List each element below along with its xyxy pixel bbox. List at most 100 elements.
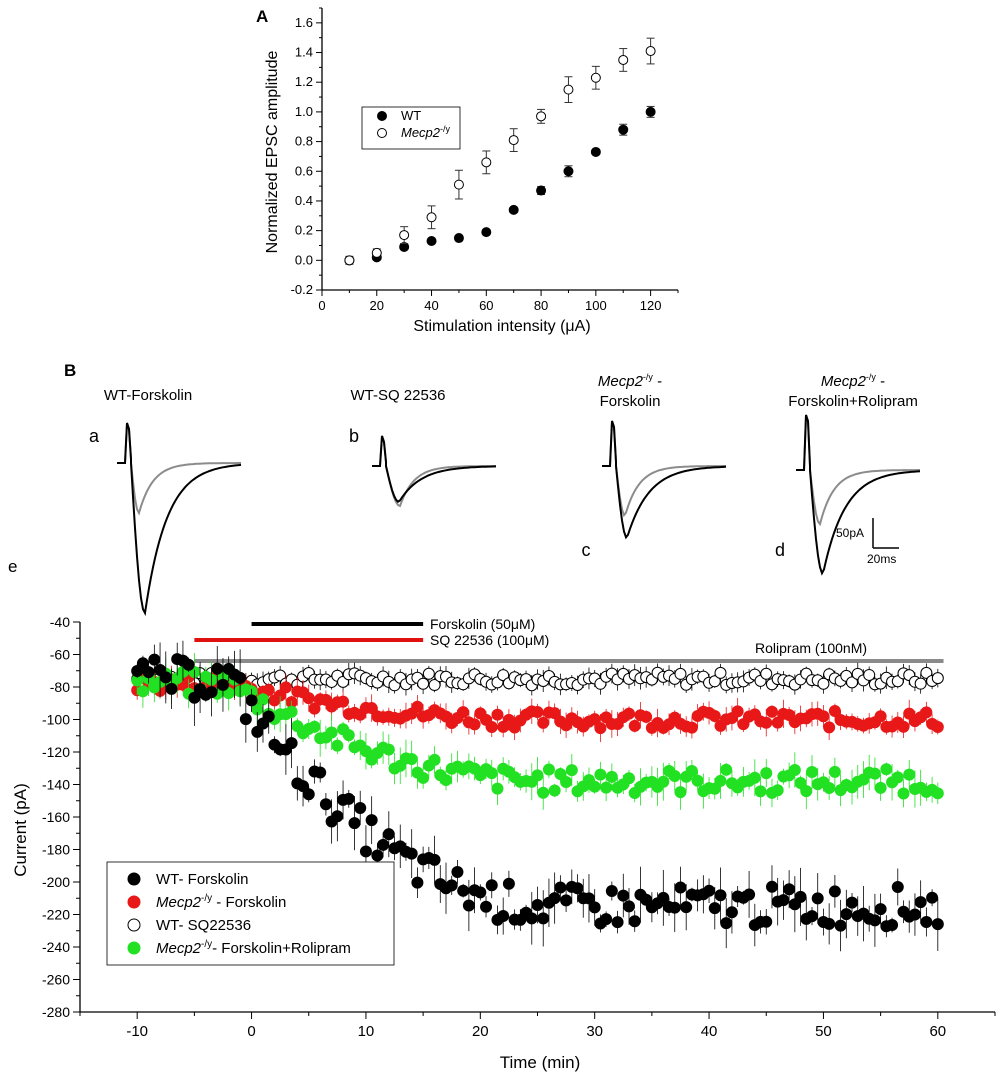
e-data-point [846,896,859,909]
e-data-point [931,787,944,800]
e-data-point [623,900,635,913]
e-data-point [485,879,498,892]
e-data-point [674,786,687,799]
trace-title-line2: Forskolin+Rolipram [788,393,918,410]
e-data-point [931,672,944,685]
e-data-point [657,775,670,788]
e-y-tick-label: -220 [42,907,70,923]
e-data-point [771,784,784,797]
e-legend-marker [127,872,141,886]
e-data-point [440,774,452,787]
e-data-point [588,901,601,914]
e-data-point [783,883,796,896]
e-data-point [748,771,761,784]
e-data-point [497,669,510,682]
a-point-wt [618,124,629,135]
e-data-point [920,706,933,719]
e-data-point [554,881,567,894]
e-data-point [136,685,149,698]
e-data-point [914,896,927,909]
e-data-point [531,769,544,782]
e-data-point [685,721,698,734]
panel-a: A 0 20 40 60 80 100 120 -0.2 0.0 0.2 0.4 0.6 0.8 1.0 1… [256,7,679,335]
e-data-point [823,782,836,795]
panel-a-y-axis-label: Normalized EPSC amplitude [264,51,281,254]
a-point-mecp2 [481,157,492,168]
e-data-point [342,729,355,742]
e-data-point [560,775,573,788]
a-y-tick-label: 1.6 [295,15,313,30]
e-data-point [262,710,275,723]
e-data-point [491,782,504,795]
e-data-point [548,892,561,905]
e-data-point [708,709,721,722]
e-data-point [605,770,618,783]
a-x-tick-label: 40 [424,298,438,313]
e-data-point [743,888,756,901]
a-point-mecp2 [399,230,410,241]
e-data-point [868,914,881,927]
e-y-tick-label: -40 [50,614,70,630]
e-data-point [480,900,493,913]
a-y-tick-label: 0.0 [295,252,313,267]
e-data-point [903,768,916,781]
e-data-point [531,898,544,911]
e-data-point [840,908,853,921]
e-data-point [611,916,624,929]
e-data-point [148,653,161,666]
e-y-tick-label: -240 [42,939,70,955]
e-data-point [834,919,847,932]
e-data-point [640,710,653,723]
trace-black [372,435,497,503]
scale-bar-current: 50pA [836,526,864,540]
e-data-point [823,721,836,734]
e-data-point [708,902,721,915]
e-y-tick-label: -120 [42,744,70,760]
e-data-point [788,764,801,777]
trace-black [602,420,727,540]
e-y-tick-label: -140 [42,777,70,793]
e-x-tick-label: 20 [472,1023,489,1040]
e-data-point [754,785,767,798]
a-point-wt [590,146,601,157]
e-data-point [817,677,830,690]
e-data-point [594,768,607,781]
a-point-mecp2 [563,84,574,95]
e-y-tick-label: -260 [42,972,70,988]
a-point-wt [563,166,574,177]
a-point-mecp2 [453,179,464,190]
panel-a-points [344,37,656,266]
e-data-point [451,865,464,878]
e-data-point [302,788,315,801]
e-data-point [285,737,298,750]
panel-e-drug-bars: Forskolin (50μM)SQ 22536 (100μM) Rolipram… [194,616,944,663]
a-y-tick-label: -0.2 [291,282,313,297]
e-data-point [777,894,790,907]
e-data-point [331,810,344,823]
e-data-point [628,719,641,732]
e-data-point [142,666,155,679]
e-data-point [457,706,470,719]
e-data-point [765,880,778,893]
e-data-point [205,686,218,699]
e-data-point [308,720,321,733]
e-data-point [760,716,773,729]
e-data-point [806,766,818,779]
e-data-point [354,801,367,814]
a-x-tick-label: 60 [479,298,493,313]
a-y-tick-label: 1.2 [295,74,313,89]
trace-title: Mecp2-/y - [598,372,662,390]
e-data-point [537,786,550,799]
e-data-point [417,677,430,690]
e-data-point [182,658,195,671]
e-data-point [382,828,395,841]
a-legend-label: Mecp2-/y [401,124,451,140]
a-x-tick-label: 0 [318,298,325,313]
panel-e-label: e [8,557,17,576]
e-data-point [628,915,641,928]
e-data-point [897,720,910,733]
e-y-tick-label: -280 [42,1004,70,1020]
e-data-point [703,884,716,897]
e-data-point [234,671,247,684]
e-data-point [297,780,310,793]
